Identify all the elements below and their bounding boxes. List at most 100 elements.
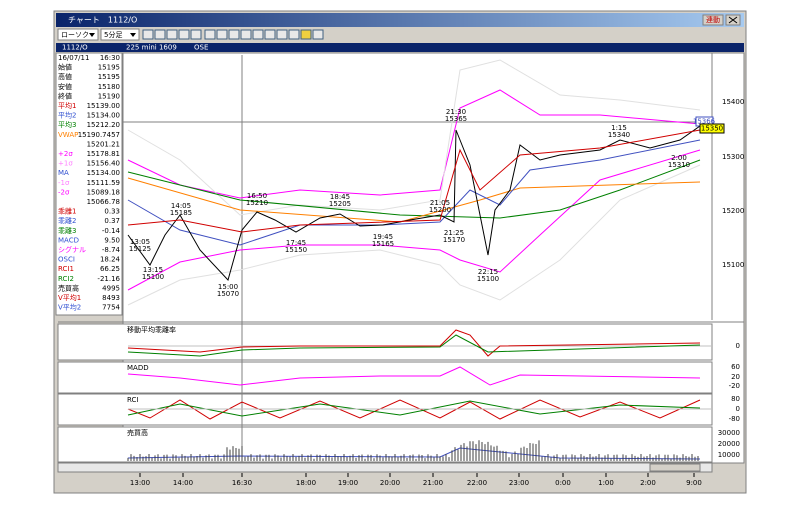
indicator-title: 売買高 xyxy=(127,428,148,437)
annotation-price: 15170 xyxy=(443,236,465,244)
interval[interactable]: 5分足 xyxy=(104,30,122,39)
tool-icon[interactable] xyxy=(190,29,202,40)
tool-icon[interactable] xyxy=(288,29,300,40)
tool-icon[interactable] xyxy=(312,29,324,40)
last-price: 15366 xyxy=(693,118,716,126)
chart-style[interactable]: ローソク xyxy=(61,31,89,39)
chart-style-select[interactable] xyxy=(57,28,99,41)
indicator-title: MADD xyxy=(127,364,149,372)
row-label: 乖離1 xyxy=(58,207,76,216)
annotation-price: 15100 xyxy=(142,273,164,281)
indicator-axis-label: -20 xyxy=(729,382,740,390)
time-axis-label: 23:00 xyxy=(509,479,529,487)
time-axis-label: 14:00 xyxy=(173,479,193,487)
scrollbar[interactable] xyxy=(57,462,713,473)
row-label: MA xyxy=(58,169,69,177)
tool-icon[interactable] xyxy=(178,29,190,40)
tool-icon[interactable] xyxy=(276,29,288,40)
annotation-time: 21:05 xyxy=(430,199,450,207)
exchange: OSE xyxy=(194,44,208,52)
ma-line xyxy=(127,139,701,246)
row-value: 15111.59 xyxy=(87,179,120,187)
tool-icon[interactable] xyxy=(240,29,252,40)
time-axis-label: 0:00 xyxy=(555,479,571,487)
indicator-lines xyxy=(127,329,712,460)
scroll-thumb[interactable] xyxy=(649,463,701,472)
price-axis-label: 15200 xyxy=(722,207,744,215)
row-label: 平均2 xyxy=(58,111,76,120)
indicator-axis-label: 10000 xyxy=(718,451,740,459)
row-label: 安値 xyxy=(58,82,72,91)
row-value: 9.50 xyxy=(104,236,120,244)
row-label: 乖離3 xyxy=(58,226,76,235)
annotation-price: 15340 xyxy=(608,131,630,139)
annotation-price: 15200 xyxy=(429,206,451,214)
row-value: -8.74 xyxy=(102,246,121,254)
band-lower xyxy=(127,149,701,291)
price-line xyxy=(127,125,701,281)
row-value: 0.33 xyxy=(104,208,120,216)
row-value: 15195 xyxy=(98,64,120,72)
row-label: 売買高 xyxy=(58,283,79,292)
time-axis-label: 22:00 xyxy=(467,479,487,487)
contract: 225 mini 1609 xyxy=(126,44,177,52)
row-value: 7754 xyxy=(102,304,120,312)
row-label: 平均1 xyxy=(58,101,76,110)
tool-icon[interactable] xyxy=(216,29,228,40)
time-axis-label: 18:00 xyxy=(296,479,316,487)
annotation-time: 13:05 xyxy=(130,238,150,246)
band-outer xyxy=(127,164,701,306)
volume-bars xyxy=(127,440,699,461)
row-value: 4995 xyxy=(102,284,120,292)
tool-icon[interactable] xyxy=(154,29,166,40)
tool-icon[interactable] xyxy=(204,29,216,40)
price-lines xyxy=(127,59,701,306)
row-label: -2σ xyxy=(58,188,70,196)
annotation-time: 19:45 xyxy=(373,233,393,241)
link-button-label[interactable]: 連動 xyxy=(706,15,720,24)
row-label: +1σ xyxy=(58,160,73,168)
annotation-time: 18:45 xyxy=(330,193,350,201)
tool-icon[interactable] xyxy=(228,29,240,40)
row-value: 15201.21 xyxy=(87,140,120,148)
indicator-axis-label: 0 xyxy=(736,405,740,413)
tool-icon[interactable] xyxy=(142,29,154,40)
indicator-axis-label: 30000 xyxy=(718,429,740,437)
row-label: 平均3 xyxy=(58,120,76,129)
indicator-axis-label: 80 xyxy=(731,395,740,403)
row-value: 8493 xyxy=(102,294,120,302)
band-outer xyxy=(127,59,701,216)
link-button[interactable] xyxy=(702,14,724,26)
row-value: 15066.78 xyxy=(87,198,120,206)
time-axis-label: 19:00 xyxy=(338,479,358,487)
toolbar-icons xyxy=(142,29,324,40)
tool-icon[interactable] xyxy=(300,29,312,40)
dropdown-arrow xyxy=(130,33,136,37)
row-label: OSCI xyxy=(58,256,75,264)
tool-icon[interactable] xyxy=(252,29,264,40)
time-axis-label: 21:00 xyxy=(423,479,443,487)
annotation-price: 15210 xyxy=(246,199,268,207)
row-label: V平均1 xyxy=(58,293,81,302)
annotation-time: 2:00 xyxy=(671,154,687,162)
row-value: 15156.40 xyxy=(87,160,120,168)
symbol: 1112/O xyxy=(62,44,88,52)
row-label: 乖離2 xyxy=(58,216,76,225)
row-label: -1σ xyxy=(58,179,70,187)
annotation-time: 13:15 xyxy=(143,266,163,274)
current-price: 15350 xyxy=(701,125,723,133)
tool-icon[interactable] xyxy=(166,29,178,40)
annotation-price: 15125 xyxy=(129,245,151,253)
tool-icon[interactable] xyxy=(264,29,276,40)
row-label: 16/07/11 xyxy=(58,54,89,62)
interval-select[interactable] xyxy=(100,28,140,41)
annotation-time: 15:00 xyxy=(218,283,238,291)
row-value: 15178.81 xyxy=(87,150,120,158)
annotation-price: 15100 xyxy=(477,275,499,283)
indicator-axis-label: 60 xyxy=(731,363,740,371)
row-value: 15134.00 xyxy=(87,112,120,120)
short-ma-line xyxy=(127,129,701,233)
time-axis-label: 9:00 xyxy=(686,479,702,487)
price-axis-label: 15400 xyxy=(722,98,744,106)
